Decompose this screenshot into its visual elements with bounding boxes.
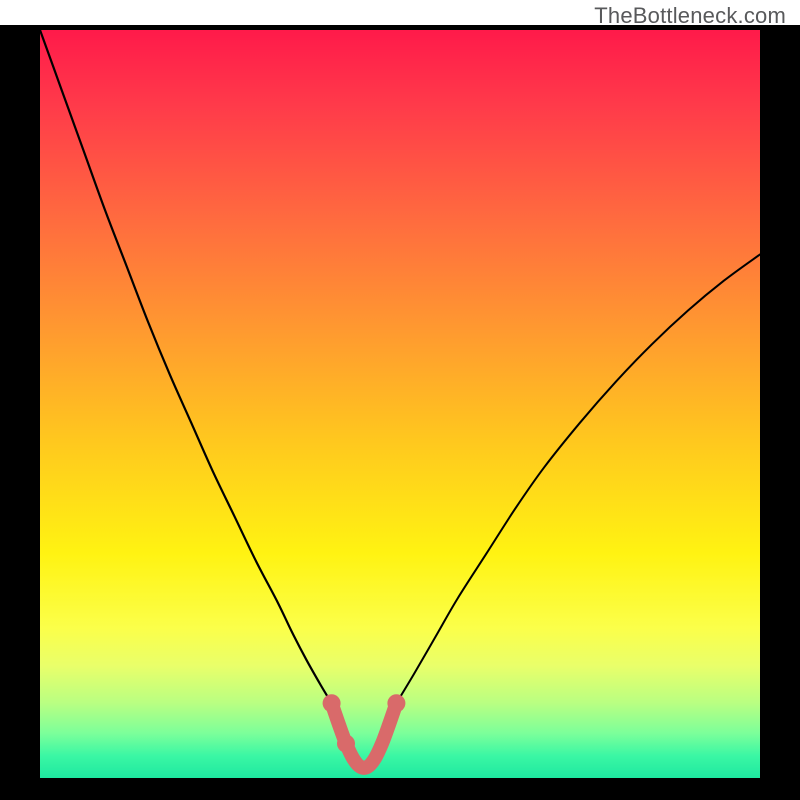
valley-dot — [387, 694, 405, 712]
watermark-text: TheBottleneck.com — [594, 3, 786, 29]
chart-svg — [0, 0, 800, 800]
plot-background — [40, 30, 760, 778]
valley-dot — [323, 694, 341, 712]
valley-dot — [337, 735, 355, 753]
chart-stage: TheBottleneck.com — [0, 0, 800, 800]
